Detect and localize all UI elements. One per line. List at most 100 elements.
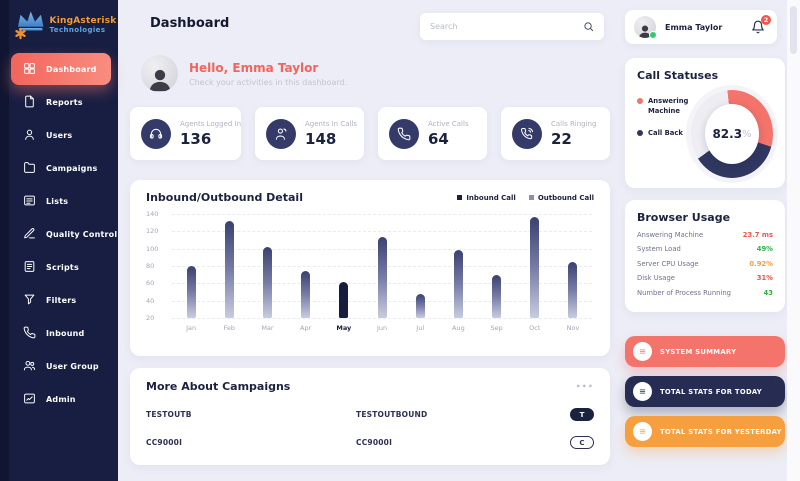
sidebar-item-dashboard[interactable]: Dashboard <box>11 53 111 85</box>
sidebar-item-campaigns[interactable]: Campaigns <box>0 152 118 185</box>
campaign-name: CC9000I <box>146 438 183 447</box>
scrollbar-track[interactable] <box>787 0 800 481</box>
online-status-dot <box>649 31 657 39</box>
browser-usage-card: Browser Usage Answering Machine 23.7 ms Sy… <box>625 200 785 312</box>
legend-swatch <box>457 195 463 200</box>
y-axis-tick-label: 120 <box>146 227 159 236</box>
bar <box>377 236 387 318</box>
sidebar-item-inbound[interactable]: Inbound <box>0 317 118 350</box>
stats-row: Agents Logged In 136 Agents In Calls 148 Act… <box>130 107 610 160</box>
sidebar-item-reports[interactable]: Reports <box>0 86 118 119</box>
bar <box>453 250 463 318</box>
legend-item-inbound-call: Inbound Call <box>457 194 516 202</box>
y-axis-tick-label: 140 <box>146 210 159 218</box>
bar-column-may: May <box>325 214 363 332</box>
y-axis-tick-label: 60 <box>146 279 155 288</box>
x-axis-tick-label: Jan <box>186 324 197 332</box>
x-axis-tick-label: Feb <box>223 324 236 332</box>
sidebar-item-label: Inbound <box>46 329 85 338</box>
campaign-badge[interactable]: T <box>570 408 594 421</box>
headset-icon <box>141 118 171 149</box>
x-axis-tick-label: Jun <box>376 324 388 332</box>
profile-bar[interactable]: Emma Taylor 2 <box>625 10 777 44</box>
campaign-description: TESTOUTBOUND <box>356 410 428 419</box>
phone-icon <box>389 118 419 149</box>
action-button-label: SYSTEM SUMMARY <box>660 347 737 356</box>
action-button-total-stats-for-today[interactable]: TOTAL STATS FOR TODAY <box>625 376 785 407</box>
list-lines-icon <box>633 422 652 441</box>
campaign-description: CC9000I <box>356 438 393 447</box>
campaign-badge[interactable]: C <box>570 436 594 449</box>
call-statuses-donut-chart: 82.3% <box>691 90 773 178</box>
inbound-icon <box>23 324 36 343</box>
y-axis-tick-label: 100 <box>146 244 159 253</box>
sidebar-item-user-group[interactable]: User Group <box>0 350 118 383</box>
bar <box>186 266 196 318</box>
call-statuses-legend: Answering Machine Call Back <box>637 90 688 178</box>
metric-value: 49% <box>756 245 773 253</box>
y-axis-tick-label: 80 <box>146 262 155 270</box>
sidebar: KingAsterisk Technologies Dashboard Repor… <box>0 0 118 481</box>
bar-column-jun: Jun <box>363 214 401 332</box>
phone-ring-icon <box>512 118 542 149</box>
profile-name: Emma Taylor <box>665 22 723 32</box>
metric-label: Number of Process Running <box>637 288 731 297</box>
bar-column-oct: Oct <box>516 214 554 332</box>
bar-column-jan: Jan <box>172 214 210 332</box>
campaigns-icon <box>23 159 36 178</box>
legend-dot <box>637 130 643 137</box>
browser-usage-title: Browser Usage <box>637 211 731 224</box>
sidebar-menu: Dashboard Reports Users Campaigns Lists Quali… <box>0 53 118 416</box>
campaigns-menu-icon[interactable]: ••• <box>575 382 594 391</box>
filters-icon <box>23 291 36 310</box>
chart-legend: Inbound Call Outbound Call <box>457 194 594 202</box>
bar <box>415 293 425 318</box>
list-lines-icon <box>633 342 652 361</box>
search-input[interactable] <box>430 22 575 31</box>
sidebar-item-scripts[interactable]: Scripts <box>0 251 118 284</box>
stat-card-active-calls: Active Calls 64 <box>378 107 487 160</box>
sidebar-item-admin[interactable]: Admin <box>0 383 118 416</box>
bar-column-jul: Jul <box>401 214 439 332</box>
action-button-label: TOTAL STATS FOR YESTERDAY <box>660 427 782 436</box>
grid-line <box>172 231 592 233</box>
metric-value: 31% <box>756 274 773 282</box>
inbound-outbound-chart-card: Inbound/Outbound Detail Inbound Call Outb… <box>130 180 610 356</box>
sidebar-item-filters[interactable]: Filters <box>0 284 118 317</box>
sidebar-item-users[interactable]: Users <box>0 119 118 152</box>
brand-logo: KingAsterisk Technologies <box>0 0 118 45</box>
action-button-system-summary[interactable]: SYSTEM SUMMARY <box>625 336 785 367</box>
sidebar-item-quality-control[interactable]: Quality Control <box>0 218 118 251</box>
bar-chart: 140 120 100 80 60 40 20 Jan Feb Mar Apr May Jun Jul A… <box>146 210 594 332</box>
stat-value: 22 <box>551 129 572 148</box>
donut-percent-value: 82.3 <box>712 127 743 141</box>
scrollbar-thumb[interactable] <box>790 6 797 54</box>
stat-card-agents-in-calls: Agents In Calls 148 <box>255 107 364 160</box>
notification-count-badge: 2 <box>761 15 771 25</box>
greeting-title: Hello, Emma Taylor <box>189 60 319 75</box>
bar-column-aug: Aug <box>439 214 477 332</box>
campaign-row: TESTOUTB TESTOUTBOUND T <box>146 408 594 421</box>
campaign-row: CC9000I CC9000I C <box>146 436 594 449</box>
notification-bell-icon[interactable]: 2 <box>751 15 771 34</box>
legend-label: Outbound Call <box>537 193 594 202</box>
campaigns-rows: TESTOUTB TESTOUTBOUND T CC9000I CC9000I C <box>146 408 594 449</box>
metric-label: Disk Usage <box>637 274 675 282</box>
campaigns-card: More About Campaigns ••• TESTOUTB TESTOUT… <box>130 368 610 465</box>
donut-percent-unit: % <box>742 128 752 140</box>
bar <box>301 271 311 318</box>
stat-label: Agents Logged In <box>180 119 242 128</box>
legend-label: Call Back <box>648 129 683 138</box>
sidebar-item-label: Lists <box>46 197 69 206</box>
x-axis-tick-label: May <box>336 324 352 332</box>
sidebar-item-lists[interactable]: Lists <box>0 185 118 218</box>
crown-logo-icon <box>14 11 43 40</box>
call-statuses-card: Call Statuses Answering Machine Call Back… <box>625 58 785 188</box>
admin-icon <box>23 390 36 409</box>
dashboard-icon <box>23 60 36 79</box>
action-button-total-stats-for-yesterday[interactable]: TOTAL STATS FOR YESTERDAY <box>625 416 785 447</box>
chart-title: Inbound/Outbound Detail <box>146 191 303 204</box>
search-icon[interactable] <box>583 21 594 32</box>
sidebar-item-label: Users <box>46 131 73 140</box>
